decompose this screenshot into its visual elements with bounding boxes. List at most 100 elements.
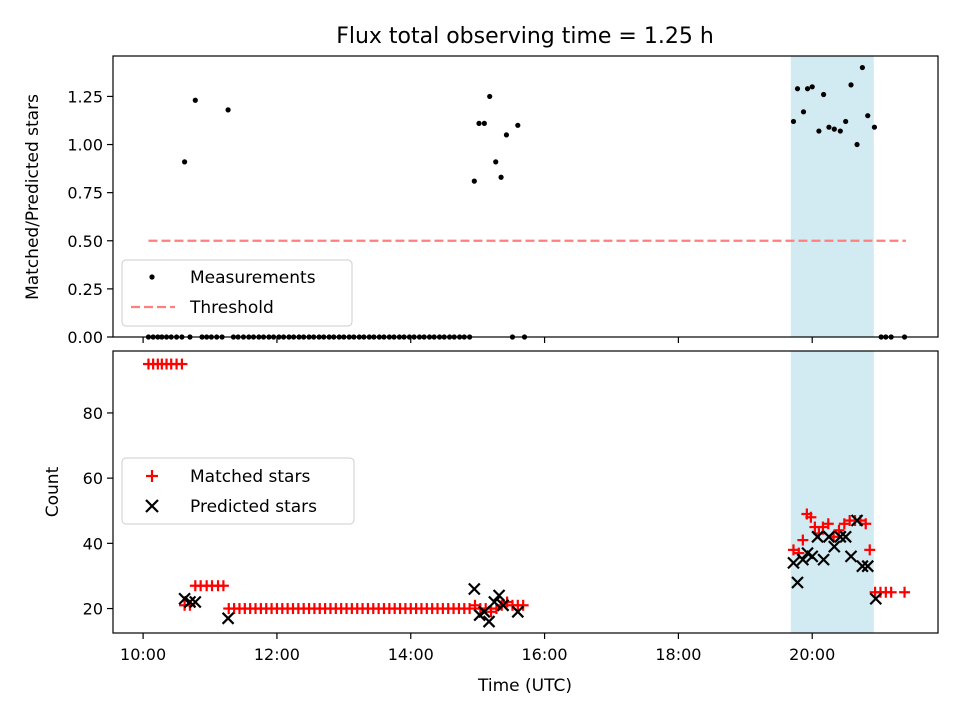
measurement-point (859, 64, 865, 71)
top-legend-box (121, 259, 353, 327)
measurement-point (831, 126, 837, 132)
measurement-point (476, 120, 482, 126)
bottom-plot-area (142, 358, 911, 628)
measurement-point (837, 128, 843, 134)
measurement-point (865, 113, 871, 119)
top-y-axis-label: Matched/Predicted stars (23, 94, 43, 300)
matched-star-point (517, 599, 529, 611)
top-panel: 0.00 0.25 0.50 0.75 1.00 1.25 Matched/Predict… (23, 55, 939, 347)
legend-predicted-label: Predicted stars (190, 497, 317, 517)
predicted-star-point (828, 540, 841, 553)
bottom-x-tick-label: 16:00 (522, 645, 568, 664)
top-y-tick-label: 1.00 (67, 136, 103, 155)
predicted-star-point (482, 615, 496, 628)
predicted-star-point (478, 605, 491, 619)
top-shaded-region (790, 56, 874, 337)
measurement-point (225, 107, 231, 113)
matched-star-point (864, 544, 876, 556)
top-y-axis: 0.00 0.25 0.50 0.75 1.00 1.25 (67, 87, 113, 347)
measurement-point (820, 91, 827, 98)
predicted-star-point (221, 612, 235, 625)
matched-star-point (822, 518, 834, 530)
measurement-point (794, 86, 801, 92)
predicted-star-point (834, 530, 847, 544)
top-y-tick-label: 1.25 (67, 87, 103, 106)
predicted-star-point (844, 550, 858, 563)
bottom-y-axis: 20 40 60 80 (83, 404, 113, 619)
measurement-point (471, 178, 477, 184)
bottom-legend-box (121, 457, 355, 525)
top-plot-area (145, 64, 908, 340)
measurement-point (498, 174, 504, 180)
bottom-y-tick-label: 40 (83, 534, 103, 553)
bottom-y-tick-label: 80 (83, 404, 103, 423)
matched-star-point (217, 580, 229, 592)
predicted-star-point (811, 530, 824, 544)
measurement-point (871, 124, 878, 130)
measurement-point (487, 93, 493, 100)
measurement-point (843, 118, 849, 125)
matched-star-point (805, 511, 817, 523)
bottom-legend: Matched stars Predicted stars (121, 457, 355, 525)
top-x-ticks (142, 337, 813, 343)
predicted-star-point (511, 605, 525, 619)
top-y-tick-label: 0.75 (67, 184, 103, 203)
bottom-y-tick-label: 60 (83, 469, 103, 488)
predicted-star-point (787, 556, 800, 570)
bottom-x-tick-label: 20:00 (789, 645, 835, 664)
chart-title: Flux total observing time = 1.25 h (336, 24, 714, 49)
bottom-x-axis: 10:00 12:00 14:00 16:00 18:00 20:00 (120, 633, 835, 664)
measurement-point (515, 122, 521, 128)
predicted-star-point (796, 553, 810, 566)
measurement-point (192, 97, 198, 103)
measurement-point (809, 84, 815, 90)
legend-predicted-marker (145, 499, 159, 513)
predicted-star-point (791, 576, 804, 589)
bottom-x-tick-label: 14:00 (388, 645, 434, 664)
predicted-star-point (183, 595, 197, 609)
top-axes-frame (112, 55, 939, 338)
top-y-tick-label: 0.00 (67, 328, 103, 347)
legend-threshold-label: Threshold (189, 298, 274, 318)
top-legend: Measurements Threshold (121, 259, 353, 327)
predicted-star-point (492, 589, 506, 602)
bottom-x-axis-label: Time (UTC) (477, 676, 572, 696)
bottom-x-tick-label: 12:00 (254, 645, 300, 664)
predicted-star-point (822, 530, 836, 544)
predicted-star-point (488, 595, 501, 609)
matched-star-point (885, 586, 897, 598)
top-y-tick-label: 0.50 (67, 232, 103, 251)
predicted-star-point (817, 553, 830, 566)
predicted-star-point (869, 592, 883, 606)
measurement-point (181, 159, 188, 165)
predicted-star-point (861, 559, 875, 573)
predicted-star-point (805, 550, 819, 563)
measurement-point (804, 86, 811, 92)
measurement-point (826, 124, 832, 130)
legend-measurements-label: Measurements (190, 268, 316, 288)
matched-star-point (176, 358, 188, 370)
bottom-x-tick-label: 18:00 (655, 645, 701, 664)
predicted-star-point (189, 595, 202, 609)
measurement-point (790, 118, 797, 125)
measurement-point (800, 109, 807, 115)
predicted-star-point (856, 559, 869, 573)
predicted-star-point (850, 514, 864, 527)
measurement-point (503, 132, 510, 138)
matched-star-point (797, 534, 809, 546)
predicted-star-point (468, 582, 481, 596)
matched-star-point (860, 518, 872, 530)
bottom-x-tick-label: 10:00 (120, 645, 166, 664)
bottom-axes-frame (112, 350, 939, 634)
measurement-point (481, 120, 487, 126)
measurement-point (816, 128, 822, 134)
measurement-point (493, 159, 499, 165)
legend-measurements-marker (149, 274, 155, 280)
legend-matched-marker (146, 470, 158, 482)
matched-star-point (899, 586, 911, 598)
measurement-point (854, 141, 860, 148)
bottom-y-tick-label: 20 (83, 600, 103, 619)
measurement-point (848, 82, 854, 88)
bottom-shaded-region (790, 351, 874, 633)
